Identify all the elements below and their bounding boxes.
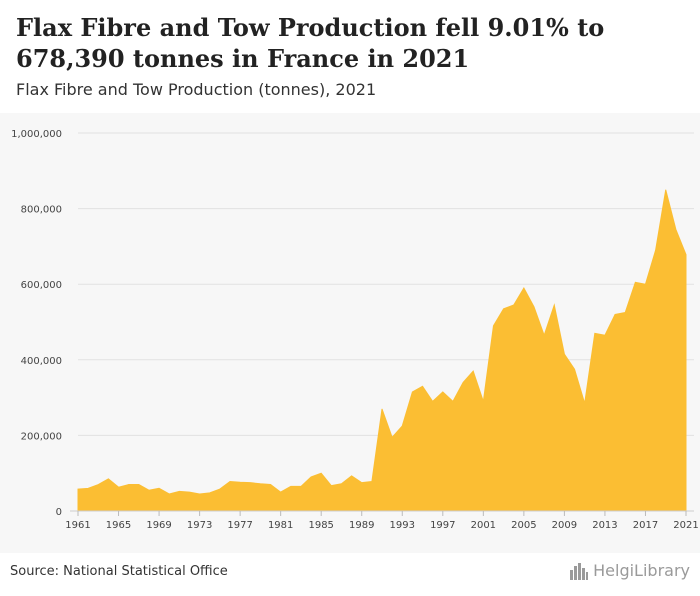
x-tick-label: 2021	[673, 520, 698, 531]
area-chart: 0 200,000 400,000 600,000 800,000 1,000,000 19…	[11, 129, 699, 531]
x-tick-label: 2013	[592, 520, 617, 531]
x-tick-label: 1997	[430, 520, 455, 531]
brand-name: HelgiLibrary	[593, 561, 690, 580]
x-tick-label: 2017	[633, 520, 658, 531]
x-tick-label: 1973	[187, 520, 212, 531]
chart-subtitle: Flax Fibre and Tow Production (tonnes), …	[16, 80, 377, 99]
x-tick-label: 2005	[511, 520, 536, 531]
x-tick-label: 1961	[65, 520, 90, 531]
header: Flax Fibre and Tow Production fell 9.01%…	[0, 0, 700, 113]
x-tick-label: 1965	[106, 520, 131, 531]
x-tick-label: 1977	[227, 520, 252, 531]
x-tick-label: 1981	[268, 520, 293, 531]
y-tick-label: 800,000	[21, 205, 62, 216]
x-tick-label: 2009	[552, 520, 577, 531]
area-fill	[77, 189, 687, 512]
y-tick-label: 200,000	[21, 431, 62, 442]
y-tick-label: 600,000	[21, 280, 62, 291]
y-tick-label: 1,000,000	[11, 129, 62, 140]
brand-logo[interactable]: HelgiLibrary	[569, 561, 690, 580]
y-tick-label: 400,000	[21, 356, 62, 367]
axes: 0 200,000 400,000 600,000 800,000 1,000,000 19…	[11, 129, 699, 531]
y-tick-label: 0	[56, 507, 62, 518]
area-series	[77, 189, 687, 512]
chart-area: 0 200,000 400,000 600,000 800,000 1,000,000 19…	[0, 113, 700, 553]
chart-title: Flax Fibre and Tow Production fell 9.01%…	[16, 13, 605, 73]
footer: Source: National Statistical Office Helg…	[0, 553, 700, 596]
city-skyline-icon	[570, 562, 589, 580]
x-tick-label: 1985	[308, 520, 333, 531]
x-tick-label: 1989	[349, 520, 374, 531]
x-tick-label: 1969	[146, 520, 171, 531]
x-tick-label: 1993	[390, 520, 415, 531]
source-note: Source: National Statistical Office	[10, 564, 228, 579]
x-tick-label: 2001	[471, 520, 496, 531]
